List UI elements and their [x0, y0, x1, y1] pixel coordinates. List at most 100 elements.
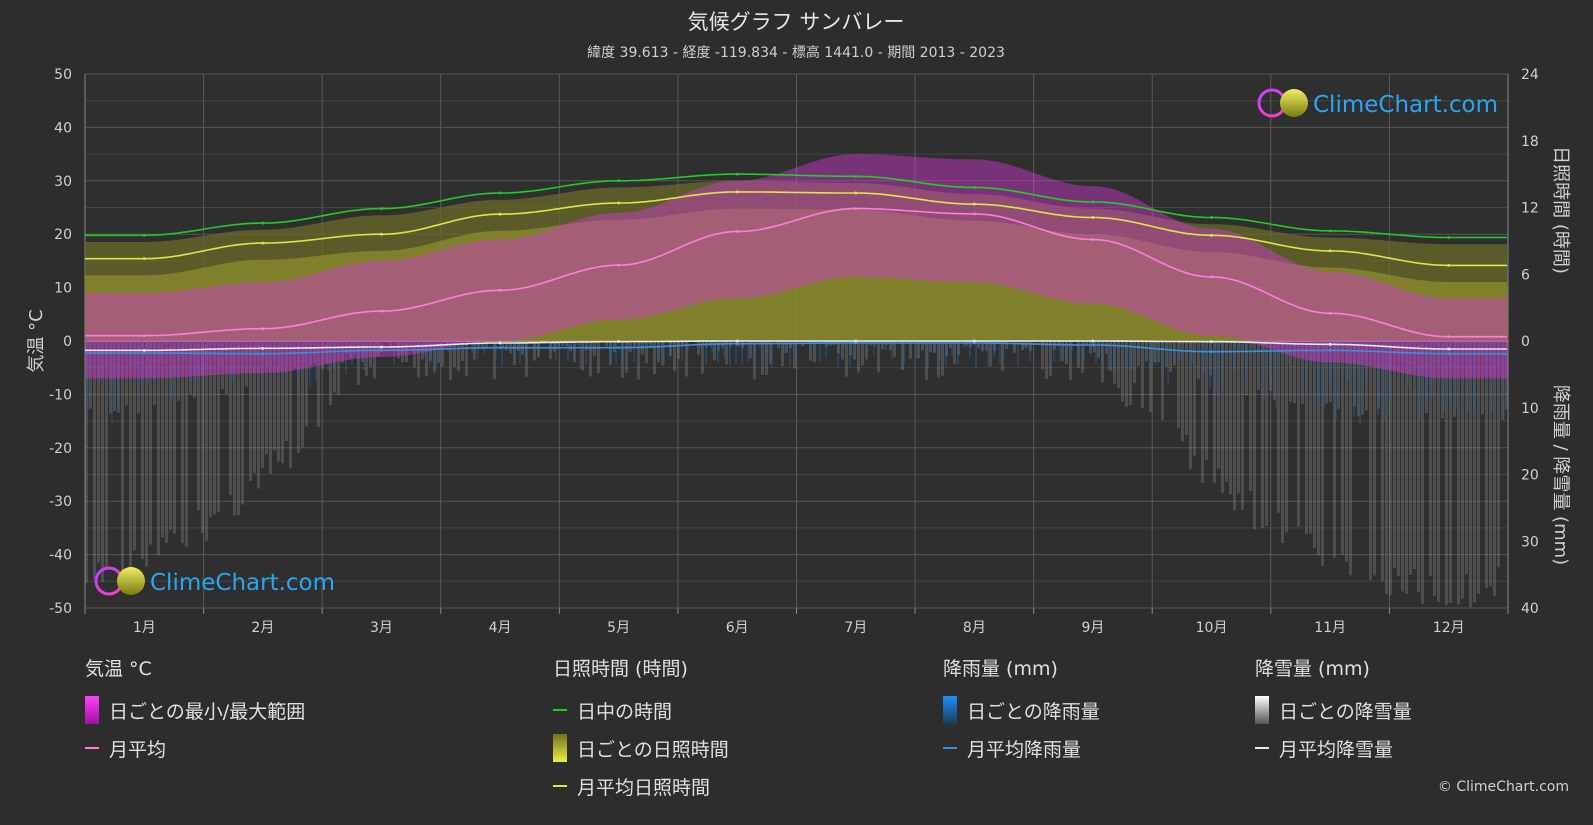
snow-bar — [933, 341, 936, 354]
point-月平均日照時間 — [1447, 263, 1451, 267]
snow-bar — [1141, 341, 1144, 409]
point-月平均降雨量 — [1328, 348, 1332, 352]
snow-bar — [1429, 341, 1432, 576]
snow-bar — [1149, 341, 1152, 412]
rain-bar — [537, 341, 539, 358]
snow-bar — [113, 341, 116, 411]
snow-bar — [1469, 341, 1472, 608]
point-月平均降雪量 — [1447, 347, 1451, 351]
snow-bar — [1389, 341, 1392, 595]
snow-bar — [361, 341, 364, 363]
snow-bar — [377, 341, 380, 357]
snow-bar — [1137, 341, 1140, 367]
snow-bar — [233, 341, 236, 516]
snow-bar — [841, 341, 844, 360]
snow-bar — [1441, 341, 1444, 419]
rain-bar — [1215, 341, 1217, 395]
rain-bar — [177, 341, 179, 379]
rain-bar — [363, 341, 365, 371]
tick-label-temp: 20 — [54, 227, 72, 243]
snow-bar — [677, 341, 680, 359]
snow-bar — [1237, 341, 1240, 494]
rain-bar — [891, 341, 893, 360]
daylight-line — [85, 173, 1507, 239]
snow-bar — [165, 341, 168, 543]
snow-bar — [909, 341, 912, 359]
swatch-daylight — [553, 709, 567, 711]
chart-title: 気候グラフ サンバレー — [688, 10, 905, 34]
snow-bar — [753, 341, 756, 380]
rain-bar — [903, 341, 905, 365]
rain-bar — [945, 341, 947, 366]
point-月平均 — [617, 263, 621, 267]
rain-bar — [117, 341, 119, 406]
snow-bar — [1061, 341, 1064, 362]
snow-bar — [465, 341, 468, 377]
snow-bar — [513, 341, 516, 365]
rain-bar — [513, 341, 515, 358]
snow-bar — [225, 341, 228, 394]
point-月平均降雪量 — [1328, 342, 1332, 346]
rain-bar — [525, 341, 527, 358]
snow-bar — [921, 341, 924, 351]
rain-bar — [963, 341, 965, 348]
rain-bar — [783, 341, 785, 354]
snow-bar — [285, 341, 288, 442]
legend-title: 降雪量 (mm) — [1255, 658, 1370, 680]
snow-bar — [97, 341, 100, 563]
rain-bar — [1377, 341, 1379, 416]
rain-bar — [747, 341, 749, 363]
rain-bar — [1053, 341, 1055, 362]
snow-bar — [981, 341, 984, 351]
point-日中の時間 — [972, 185, 976, 189]
tick-label-month: 9月 — [1081, 620, 1104, 636]
snow-bar — [1397, 341, 1400, 577]
snow-bar — [1049, 341, 1052, 377]
snow-bar — [813, 341, 816, 363]
snow-bar — [265, 341, 268, 455]
snow-bar — [1169, 341, 1172, 372]
snow-bar — [629, 341, 632, 353]
rain-bar — [933, 341, 935, 351]
rain-bar — [927, 341, 929, 368]
rain-bar — [1275, 341, 1277, 410]
legend-title: 気温 °C — [85, 658, 152, 680]
rain-bar — [987, 341, 989, 367]
tick-label-sunshine: 6 — [1521, 267, 1530, 283]
snow-bar — [221, 341, 224, 390]
rain-bar — [1431, 341, 1433, 398]
snow-bar — [289, 341, 292, 469]
snow-bar — [809, 341, 812, 361]
tick-label-temp: 30 — [54, 174, 72, 190]
snow-bar — [1357, 341, 1360, 417]
snow-bar — [1493, 341, 1496, 596]
snow-bar — [1293, 341, 1296, 404]
rain-bar — [1473, 341, 1475, 411]
snow-bar — [1121, 341, 1124, 402]
rain-bar — [711, 341, 713, 354]
rain-bar — [405, 341, 407, 351]
snow-bar — [205, 341, 208, 541]
point-月平均降雪量 — [617, 340, 621, 344]
snow-bar — [949, 341, 952, 348]
point-月平均 — [1210, 275, 1214, 279]
snow-bar — [785, 341, 788, 353]
snow-bar — [249, 341, 252, 481]
snow-bar — [1321, 341, 1324, 566]
snow-bar — [461, 341, 464, 362]
rain-bar — [975, 341, 977, 368]
snow-bar — [1109, 341, 1112, 372]
point-月平均 — [261, 327, 265, 331]
snow-bar — [137, 341, 140, 414]
point-月平均降雪量 — [1210, 340, 1214, 344]
snow-bar — [193, 341, 196, 398]
point-日中の時間 — [1328, 229, 1332, 233]
rain-bar — [189, 341, 191, 382]
rain-bar — [555, 341, 557, 360]
snow-bar — [237, 341, 240, 516]
snow-bar — [637, 341, 640, 380]
snow-bar — [449, 341, 452, 380]
logo-sun-icon — [1280, 89, 1308, 117]
rain-bar — [1191, 341, 1193, 364]
